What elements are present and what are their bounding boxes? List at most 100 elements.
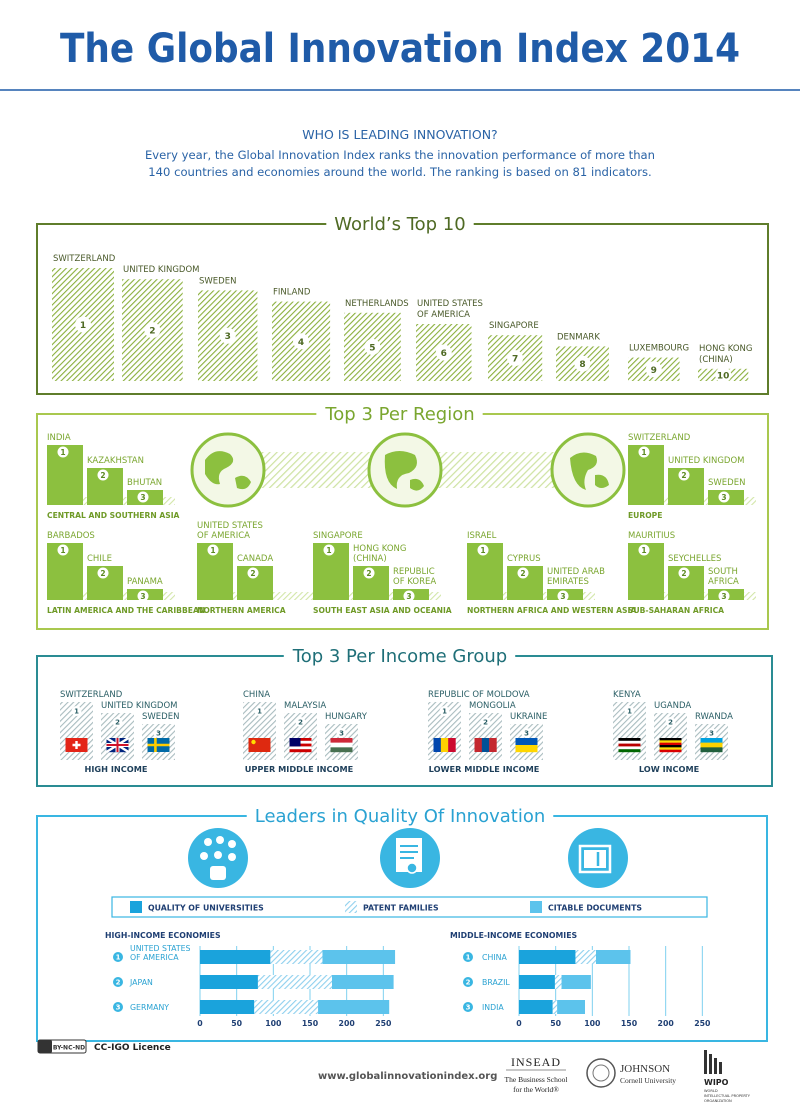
rank-badge (363, 567, 375, 579)
country-name: SWITZERLAND (53, 254, 116, 264)
rank-badge (624, 706, 635, 716)
licence-badge-cc (38, 1040, 52, 1053)
country-name: UGANDA (654, 701, 691, 711)
rank-badge (463, 952, 473, 962)
country-name: REPUBLIC OF MOLDOVA (428, 690, 530, 700)
bar-segment (270, 950, 323, 964)
rank-number: 2 (668, 719, 673, 727)
insead-logo: INSEAD (511, 1055, 561, 1069)
country-name-line: OF AMERICA (197, 531, 250, 541)
rank-number: 2 (100, 471, 105, 480)
rank-badge (113, 952, 123, 962)
flag-stripe (659, 738, 682, 741)
y-tick-label: UNITED STATES OF AMERICA (130, 944, 191, 962)
rank-badge (113, 1002, 123, 1012)
country-name: UKRAINE (510, 712, 547, 722)
rank-number: 1 (442, 708, 447, 716)
flag (105, 736, 130, 754)
legend-frame (111, 896, 708, 918)
bar-segment (200, 975, 258, 989)
rank-badge (706, 728, 717, 738)
x-tick-label: 200 (339, 1019, 356, 1028)
rank-badge (678, 469, 690, 481)
country-name: SWITZERLAND (628, 433, 691, 443)
cornell-seal-inner (592, 1064, 610, 1082)
flag-cross (72, 741, 81, 749)
rank-number: 3 (560, 592, 565, 601)
flag-stripe (700, 738, 723, 743)
rank-number: 1 (80, 321, 86, 331)
flag-stripe (440, 738, 449, 752)
rank-number: 1 (74, 708, 79, 716)
x-tick-label: 0 (197, 1019, 203, 1028)
region-name: SUB-SAHARAN AFRICA (628, 606, 724, 615)
rank-badge (477, 544, 489, 556)
flag (659, 738, 682, 753)
globe-land (570, 452, 609, 490)
flag-stripe (700, 747, 723, 753)
rank-number: 2 (116, 979, 121, 987)
bar-segment (519, 950, 576, 964)
rank-badge (678, 567, 690, 579)
flag-stripe (618, 749, 641, 753)
x-tick-label: 200 (658, 1019, 675, 1028)
flag-cross (147, 738, 170, 752)
bar-segment (554, 975, 562, 989)
rank-number: 3 (466, 1004, 471, 1012)
bar-segment (519, 1000, 553, 1014)
rank-badge (207, 544, 219, 556)
x-tick-label: 100 (584, 1019, 601, 1028)
rank-number: 8 (579, 360, 585, 370)
flag (618, 738, 641, 753)
icon-book (578, 844, 612, 874)
y-tick-label: JAPAN (129, 978, 153, 987)
rank-badge (137, 491, 149, 503)
bar-segment (200, 1000, 255, 1014)
country-name: MAURITIUS (628, 531, 675, 541)
flag (515, 738, 538, 753)
rank-badge (336, 728, 347, 738)
country-name: DENMARK (557, 332, 600, 342)
country-name: SOUTH AFRICA (708, 567, 739, 587)
bar-segment (257, 975, 332, 989)
cornell-seal (586, 1058, 616, 1088)
rank-number: 2 (100, 569, 105, 578)
income-group-name: LOWER MIDDLE INCOME (429, 764, 540, 774)
intro-line: Every year, the Global Innovation Index … (145, 148, 655, 162)
x-tick-label: 100 (265, 1019, 282, 1028)
country-name-line: HONG KONG (699, 344, 752, 354)
rank-number: 1 (116, 954, 121, 962)
legend-swatch (130, 901, 142, 913)
bar-segment (254, 1000, 319, 1014)
flag-stripe (330, 747, 353, 753)
country-name: SEYCHELLES (668, 554, 721, 564)
legend-label: PATENT FAMILIES (363, 904, 439, 913)
rank-badge (364, 338, 381, 355)
flag-stripe (481, 738, 490, 752)
licence: CC-IGO Licence (94, 1043, 171, 1053)
wipo-sub: WORLD (704, 1089, 718, 1093)
rank-number: 5 (369, 343, 375, 353)
country-name: PANAMA (127, 577, 163, 587)
country-name: SWITZERLAND (60, 690, 123, 700)
rank-badge (323, 544, 335, 556)
country-name: UNITED ARAB EMIRATES (547, 567, 605, 587)
rank-number: 6 (441, 349, 447, 359)
country-name: LUXEMBOURG (629, 344, 689, 354)
rank-number: 1 (480, 546, 485, 555)
rank-number: 3 (116, 1004, 121, 1012)
rank-badge (665, 717, 676, 727)
globe-land (205, 451, 251, 490)
rank-badge (557, 590, 569, 602)
country-name: INDIA (47, 433, 71, 443)
flag-stripe (448, 738, 456, 752)
rank-badge (57, 544, 69, 556)
chart-title: HIGH-INCOME ECONOMIES (105, 931, 221, 940)
rank-number: 1 (257, 708, 262, 716)
rank-number: 2 (483, 719, 488, 727)
flag-stripe (289, 746, 312, 750)
flag (147, 738, 170, 752)
flag (474, 738, 497, 752)
bar-segment (200, 950, 271, 964)
country-name: HUNGARY (325, 712, 368, 722)
